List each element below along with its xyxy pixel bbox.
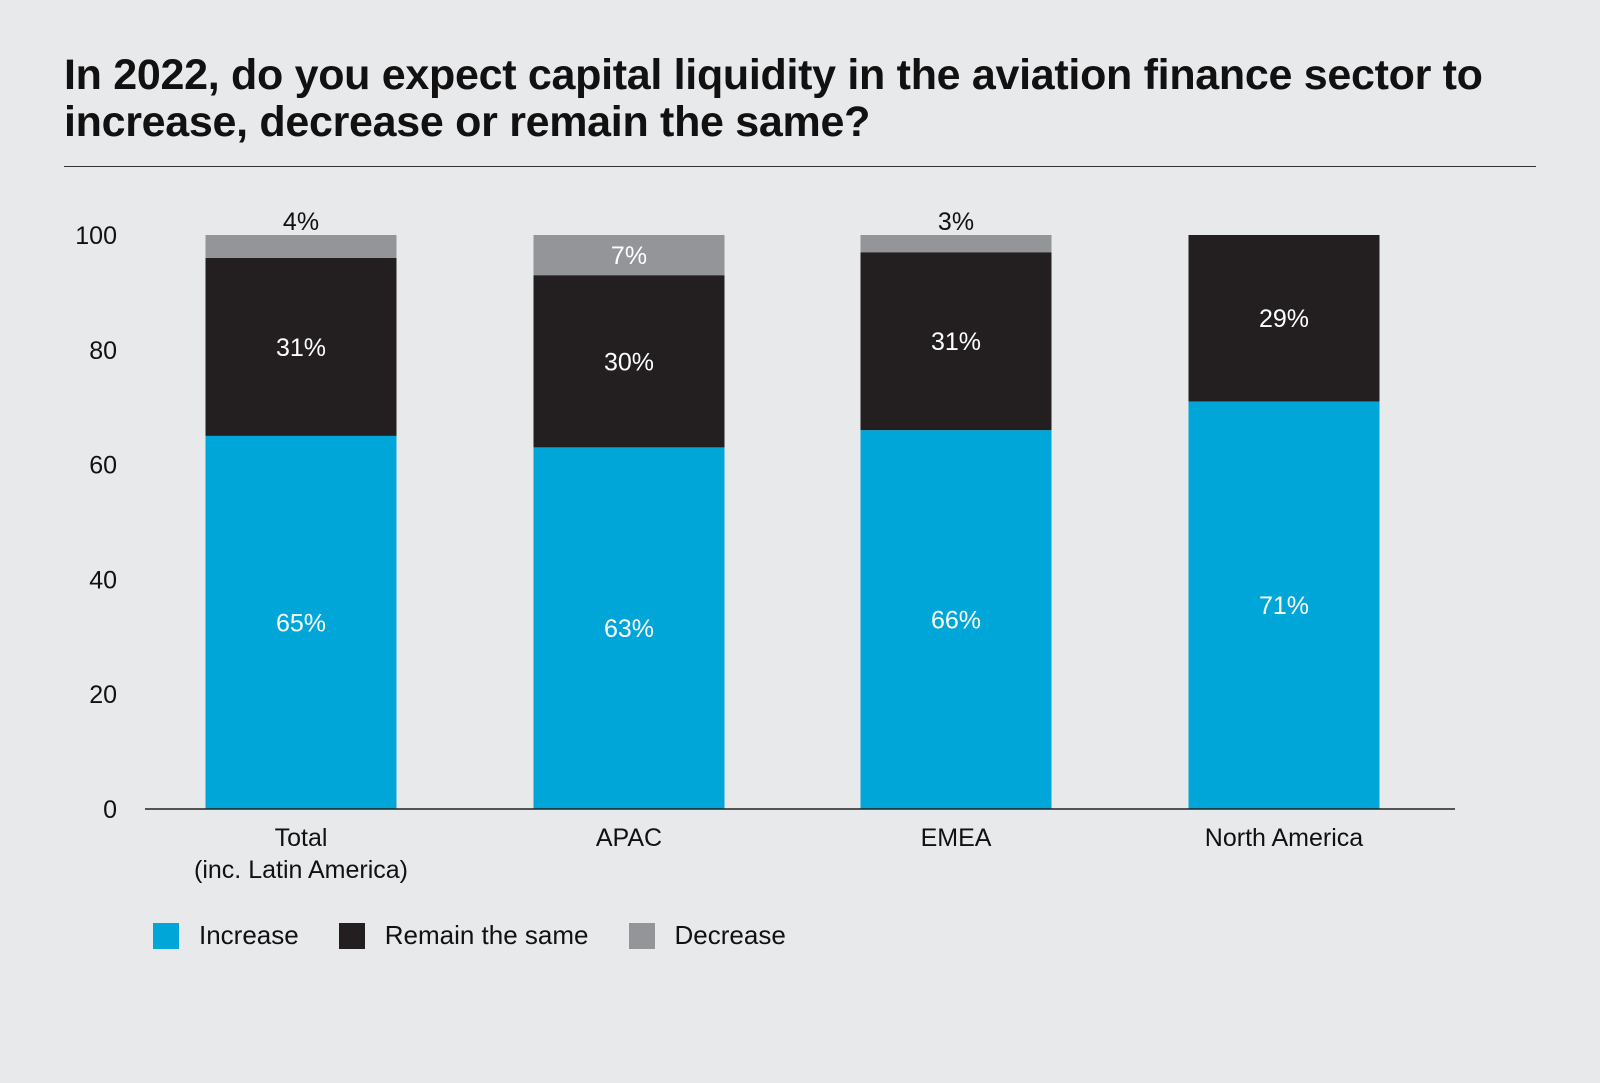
bar-segment-decrease bbox=[205, 235, 397, 258]
data-label: 29% bbox=[1259, 305, 1309, 333]
x-category-label: North America bbox=[1205, 824, 1363, 852]
data-label: 63% bbox=[604, 615, 654, 643]
bar-segment-remain-the-same bbox=[860, 252, 1052, 431]
y-tick-label: 0 bbox=[103, 796, 117, 824]
data-label: 31% bbox=[931, 328, 981, 356]
data-label: 4% bbox=[283, 208, 319, 236]
bar-segment-remain-the-same bbox=[1188, 235, 1380, 402]
legend-swatch-increase bbox=[153, 922, 179, 949]
legend-item-remain: Remain the same bbox=[338, 920, 589, 951]
data-label: 66% bbox=[931, 607, 981, 635]
bar-segment-increase bbox=[1188, 401, 1380, 809]
legend-label-decrease: Decrease bbox=[674, 920, 786, 950]
legend-swatch-decrease bbox=[628, 922, 655, 949]
title-divider bbox=[64, 166, 1536, 167]
bar-segment-increase bbox=[533, 447, 725, 809]
legend-swatch-remain bbox=[338, 922, 365, 949]
x-category-label: Total bbox=[275, 824, 328, 852]
data-label: 65% bbox=[276, 609, 326, 637]
legend: Increase Remain the same Decrease bbox=[153, 920, 826, 951]
x-category-label: EMEA bbox=[921, 824, 992, 852]
bar-segment-remain-the-same bbox=[205, 257, 397, 436]
data-label: 30% bbox=[604, 348, 654, 376]
legend-item-increase: Increase bbox=[153, 920, 299, 951]
y-tick-label: 40 bbox=[89, 566, 117, 594]
y-tick-label: 100 bbox=[75, 222, 117, 250]
legend-label-remain: Remain the same bbox=[384, 920, 589, 950]
legend-item-decrease: Decrease bbox=[628, 920, 786, 951]
y-tick-label: 60 bbox=[89, 452, 117, 480]
legend-label-increase: Increase bbox=[199, 920, 299, 950]
chart-title: In 2022, do you expect capital liquidity… bbox=[64, 51, 1483, 146]
data-label: 7% bbox=[611, 242, 647, 270]
data-label: 3% bbox=[938, 208, 974, 236]
data-label: 71% bbox=[1259, 592, 1309, 620]
bar-segment-increase bbox=[205, 435, 397, 809]
x-category-label: APAC bbox=[596, 824, 662, 852]
x-category-label: (inc. Latin America) bbox=[194, 856, 408, 884]
bar-segment-decrease bbox=[860, 235, 1052, 253]
bar-segment-remain-the-same bbox=[533, 275, 725, 448]
stacked-bar-chart: 0 20 40 60 80 100 65% 31% 4% Total (inc. Latin Ame… bbox=[75, 208, 1455, 884]
bar-segment-decrease bbox=[533, 235, 725, 276]
data-label: 31% bbox=[276, 334, 326, 362]
y-tick-label: 80 bbox=[89, 337, 117, 365]
bar-segment-increase bbox=[860, 430, 1052, 809]
y-tick-label: 20 bbox=[89, 681, 117, 709]
